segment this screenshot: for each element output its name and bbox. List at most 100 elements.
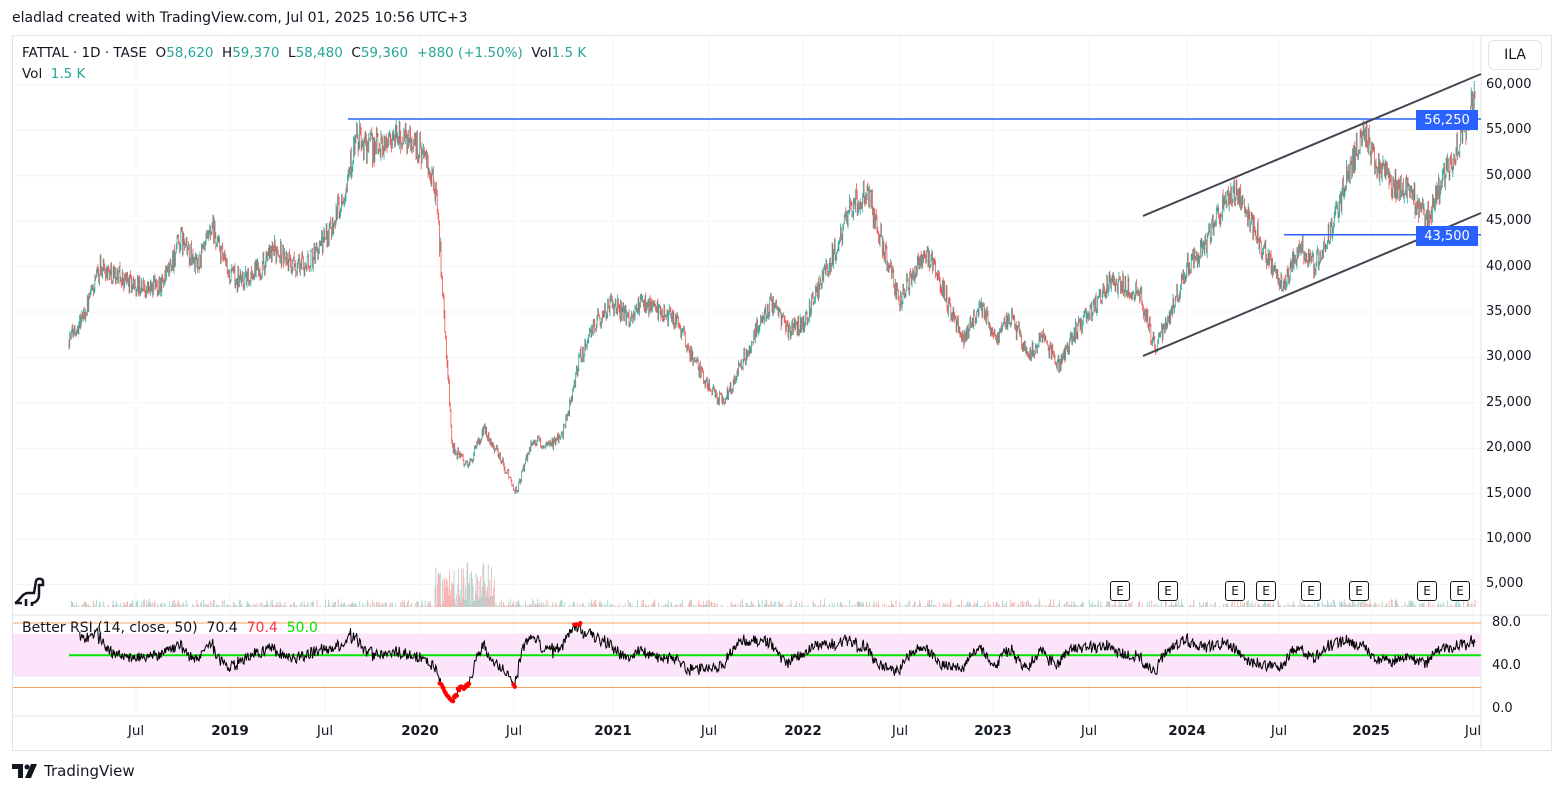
volume-bar [1177,600,1179,607]
volume-bar [610,604,612,607]
volume-bar [904,604,906,607]
volume-bar [517,601,519,607]
earnings-marker[interactable]: E [1450,581,1470,601]
rsi-name[interactable]: Better RSI (14, close, 50) [22,620,198,636]
volume-bar [945,604,946,607]
volume-bar [982,605,984,607]
volume-bar [504,606,506,607]
volume-bar [888,605,889,607]
earnings-marker[interactable]: E [1417,581,1437,601]
volume-bar [1368,603,1370,607]
volume-bar [1111,604,1113,607]
volume-bar [213,600,215,607]
volume-bar [909,600,911,607]
volume-bar [501,605,503,607]
symbol-name[interactable]: FATTAL · 1D · TASE [22,45,147,61]
volume-bar [658,602,660,607]
volume-bar [1226,602,1228,607]
volume-bar [680,603,682,607]
volume-bar [1340,600,1342,607]
volume-bar [441,605,443,607]
volume-bar [613,605,615,607]
volume-bar [506,605,507,607]
volume-bar [1327,600,1328,607]
volume-bar [164,603,166,607]
earnings-marker[interactable]: E [1110,581,1130,601]
volume-bar [679,603,681,607]
volume-bar [757,599,759,607]
volume-bar [1311,606,1312,607]
volume-bar [452,583,453,607]
volume-bar [474,591,476,607]
volume-bar [709,600,711,607]
open-label: O [155,45,167,61]
volume-bar [1067,601,1069,607]
volume-bar [446,580,448,607]
volume-bar [1080,604,1082,607]
volume-bar [814,604,816,607]
volume-bar [734,603,736,607]
volume-bar [402,602,404,607]
volume-bar [672,605,674,607]
volume-bar [1365,602,1366,607]
volume-bar [798,602,800,607]
volume-bar [636,606,638,607]
volume-bar [1265,603,1267,607]
earnings-marker[interactable]: E [1158,581,1178,601]
volume-bar [197,604,199,607]
volume-bar [157,603,159,607]
volume-bar [220,605,222,607]
volume-bar [820,599,822,607]
volume-bar [479,597,481,607]
volume-bar [448,595,450,607]
volume-bar [1235,606,1237,607]
volume-bar [881,604,883,607]
volume-bar [976,602,978,607]
volume-bar [206,605,208,607]
volume-bar [88,604,90,607]
vol-indicator-label[interactable]: Vol [22,66,43,82]
dino-icon[interactable] [12,575,48,607]
volume-bar [1378,604,1380,607]
volume-bar [1236,606,1238,607]
earnings-marker[interactable]: E [1225,581,1245,601]
volume-bar [833,603,835,607]
low-label: L [288,45,296,61]
volume-bar [946,602,948,607]
volume-bar [1266,603,1268,607]
volume-bar [534,603,536,607]
volume-bar [310,602,312,607]
volume-bar [658,606,660,607]
volume-bar [801,602,803,607]
tradingview-logo[interactable]: TradingView [12,762,135,780]
volume-bar [541,603,542,607]
volume-bar [529,605,531,607]
volume-bar [918,606,920,607]
earnings-marker[interactable]: E [1256,581,1276,601]
volume-bar [1471,602,1473,607]
volume-bar [877,604,879,607]
volume-bar [1128,602,1130,607]
volume-bar [459,589,461,607]
earnings-marker[interactable]: E [1349,581,1369,601]
volume-bar [742,605,744,607]
volume-bar [1025,601,1027,607]
volume-bar [1361,606,1363,607]
volume-bar [264,604,266,607]
volume-bar [668,600,670,607]
volume-bar [1414,606,1416,607]
volume-bar [226,605,228,607]
volume-bar [973,602,975,607]
currency-button[interactable]: ILA [1488,40,1542,70]
volume-bar [390,602,392,607]
volume-bar [1282,606,1284,607]
volume-bar [1422,604,1424,607]
volume-bar [1073,601,1075,607]
volume-bar [1331,605,1333,607]
volume-bar [381,602,383,607]
volume-bar [826,605,828,607]
earnings-marker[interactable]: E [1301,581,1321,601]
volume-bar [878,601,880,607]
volume-bar [306,604,308,607]
